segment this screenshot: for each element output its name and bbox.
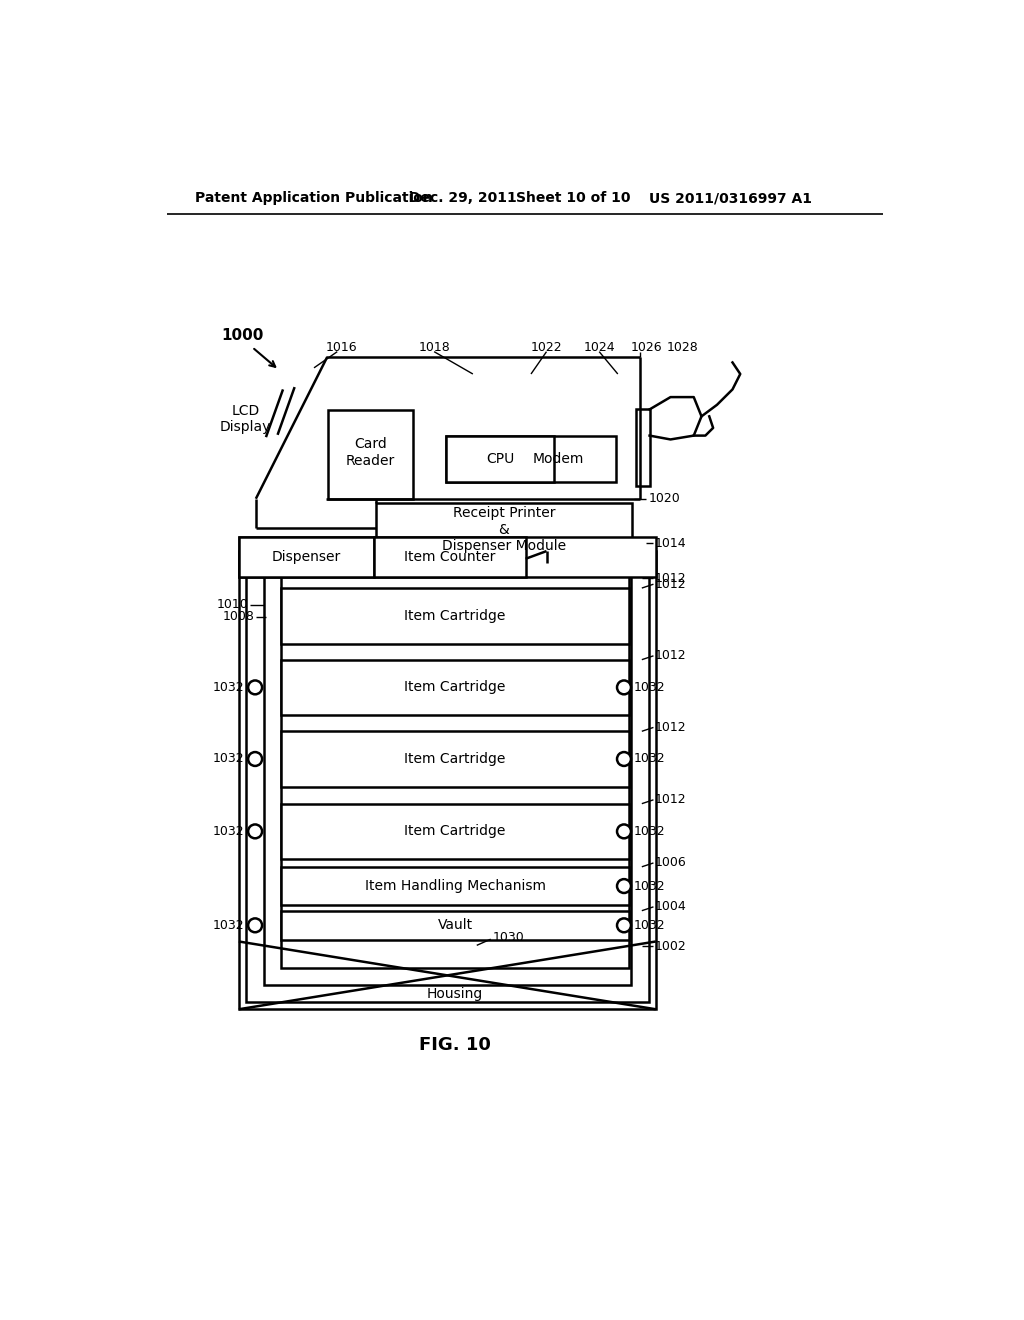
Text: Item Counter: Item Counter: [403, 550, 496, 564]
Bar: [376, 503, 632, 573]
Text: 1024: 1024: [584, 341, 615, 354]
Text: 1000: 1000: [221, 327, 263, 343]
Text: Vault: Vault: [437, 919, 473, 932]
Text: Housing: Housing: [427, 987, 483, 1001]
Bar: [636, 409, 649, 487]
Bar: [445, 436, 554, 482]
Bar: [328, 411, 414, 499]
Text: 1012: 1012: [655, 793, 687, 807]
Bar: [246, 557, 649, 1002]
Text: 1004: 1004: [655, 900, 687, 913]
Bar: [239, 537, 655, 577]
Text: 1032: 1032: [213, 752, 245, 766]
Circle shape: [248, 825, 262, 838]
Bar: [282, 589, 629, 644]
Bar: [239, 552, 655, 1010]
Bar: [282, 731, 629, 787]
Bar: [239, 537, 375, 577]
Text: 1014: 1014: [655, 537, 687, 550]
Text: Receipt Printer
&
Dispenser Module: Receipt Printer & Dispenser Module: [441, 507, 566, 553]
Text: 1016: 1016: [326, 341, 357, 354]
Text: 1012: 1012: [655, 721, 687, 734]
Text: Item Cartridge: Item Cartridge: [404, 680, 506, 694]
Bar: [375, 537, 525, 577]
Bar: [263, 561, 631, 985]
Text: 1032: 1032: [634, 879, 666, 892]
Bar: [282, 911, 629, 940]
Text: 1002: 1002: [655, 940, 687, 953]
Text: 1032: 1032: [634, 681, 666, 694]
Text: 1032: 1032: [634, 825, 666, 838]
Text: 1010: 1010: [216, 598, 248, 611]
Circle shape: [617, 825, 631, 838]
Circle shape: [248, 919, 262, 932]
Text: 1012: 1012: [655, 572, 687, 585]
Text: Item Handling Mechanism: Item Handling Mechanism: [365, 879, 546, 894]
Text: Dec. 29, 2011: Dec. 29, 2011: [409, 191, 516, 206]
Text: 1032: 1032: [213, 919, 245, 932]
Bar: [282, 804, 629, 859]
Bar: [282, 867, 629, 906]
Text: 1032: 1032: [634, 752, 666, 766]
Text: 1030: 1030: [493, 931, 524, 944]
Circle shape: [248, 752, 262, 766]
Text: Sheet 10 of 10: Sheet 10 of 10: [515, 191, 630, 206]
Text: 1032: 1032: [634, 919, 666, 932]
Text: LCD
Display: LCD Display: [220, 404, 271, 434]
Text: 1022: 1022: [530, 341, 562, 354]
Text: Item Cartridge: Item Cartridge: [404, 752, 506, 766]
Text: 1008: 1008: [222, 610, 254, 623]
Text: 1028: 1028: [667, 341, 698, 354]
Text: 1026: 1026: [630, 341, 662, 354]
Circle shape: [617, 919, 631, 932]
Circle shape: [617, 752, 631, 766]
Text: Dispenser: Dispenser: [271, 550, 341, 564]
Text: Patent Application Publication: Patent Application Publication: [196, 191, 433, 206]
Text: 1018: 1018: [418, 341, 450, 354]
Text: 1006: 1006: [655, 857, 687, 870]
Text: CPU: CPU: [485, 451, 514, 466]
Bar: [445, 436, 616, 482]
Text: Item Cartridge: Item Cartridge: [404, 825, 506, 838]
Bar: [282, 562, 629, 969]
Text: Item Cartridge: Item Cartridge: [404, 609, 506, 623]
Text: 1032: 1032: [213, 681, 245, 694]
Text: 1012: 1012: [655, 649, 687, 663]
Circle shape: [248, 681, 262, 694]
Text: 1020: 1020: [649, 492, 681, 506]
Text: Card
Reader: Card Reader: [346, 437, 395, 467]
Text: US 2011/0316997 A1: US 2011/0316997 A1: [649, 191, 812, 206]
Text: 1032: 1032: [213, 825, 245, 838]
Text: 1012: 1012: [655, 578, 687, 591]
Text: Modem: Modem: [532, 451, 584, 466]
Circle shape: [617, 879, 631, 894]
Circle shape: [617, 681, 631, 694]
Bar: [282, 660, 629, 715]
Text: FIG. 10: FIG. 10: [419, 1036, 490, 1055]
